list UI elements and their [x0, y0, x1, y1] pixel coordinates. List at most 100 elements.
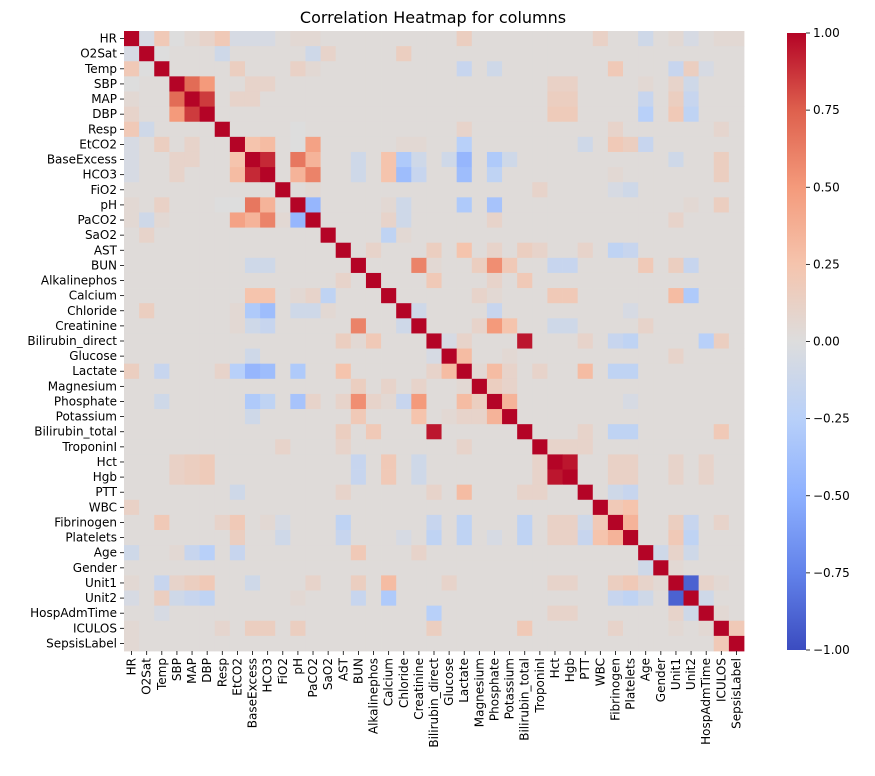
heatmap-cell-Resp-Alkalinephos: [365, 121, 382, 138]
heatmap-cell-SaO2-pH: [290, 227, 306, 244]
heatmap-cell-HR-FiO2: [275, 31, 291, 47]
heatmap-cell-EtCO2-PTT: [577, 136, 594, 153]
heatmap-cell-Chloride-Unit1: [668, 303, 684, 319]
heatmap-cell-PaCO2-Unit2: [683, 212, 700, 228]
heatmap-cell-WBC-Chloride: [396, 499, 412, 516]
heatmap-cell-WBC-Gender: [653, 499, 669, 516]
heatmap-cell-EtCO2-Potassium: [502, 136, 518, 153]
heatmap-cell-PaCO2-Fibrinogen: [607, 212, 624, 228]
heatmap-cell-Bilirubin_total-Creatinine: [411, 424, 427, 440]
heatmap-cell-HospAdmTime-SaO2: [320, 605, 337, 622]
heatmap-cell-SepsisLabel-SepsisLabel: [728, 635, 745, 652]
heatmap-cell-DBP-Phosphate: [486, 106, 503, 123]
heatmap-cell-Temp-Glucose: [441, 61, 458, 77]
x-tick-label-Hgb: Hgb: [563, 658, 577, 682]
heatmap-cell-AST-BUN: [350, 242, 367, 259]
x-tick-label-BaseExcess: BaseExcess: [246, 658, 260, 728]
heatmap-cell-Age-Platelets: [623, 545, 639, 561]
heatmap-cell-Gender-Hgb: [562, 560, 579, 576]
heatmap-cell-Lactate-AST: [335, 363, 352, 380]
heatmap-cell-Chloride-PaCO2: [305, 303, 321, 319]
heatmap-cell-HCO3-Bilirubin_total: [517, 167, 533, 183]
heatmap-cell-DBP-Bilirubin_direct: [426, 106, 442, 123]
heatmap-cell-TroponinI-SepsisLabel: [728, 439, 745, 455]
heatmap-cell-HR-Creatinine: [411, 31, 427, 47]
heatmap-cell-TroponinI-SBP: [169, 439, 185, 455]
heatmap-cell-PaCO2-Temp: [154, 212, 170, 228]
heatmap-cell-BUN-Temp: [154, 257, 170, 274]
heatmap-cell-BaseExcess-Chloride: [396, 151, 412, 168]
heatmap-cell-Bilirubin_total-SBP: [169, 424, 185, 440]
heatmap-cell-WBC-Alkalinephos: [365, 499, 382, 516]
heatmap-cell-HR-Unit2: [683, 31, 700, 47]
heatmap-cell-O2Sat-Glucose: [441, 46, 458, 62]
heatmap-cell-HospAdmTime-TroponinI: [532, 605, 548, 622]
heatmap-cell-HR-Chloride: [396, 31, 412, 47]
heatmap-cell-TroponinI-Phosphate: [486, 439, 503, 455]
heatmap-cell-Gender-BUN: [350, 560, 367, 576]
heatmap-cell-pH-Resp: [214, 197, 231, 213]
heatmap-cell-pH-Gender: [653, 197, 669, 213]
y-tick-label-Creatinine: Creatinine: [55, 319, 117, 333]
heatmap-cell-Resp-Hct: [547, 121, 563, 138]
heatmap-cell-Age-O2Sat: [139, 545, 155, 561]
heatmap-cell-Age-SepsisLabel: [728, 545, 745, 561]
heatmap-cell-WBC-Magnesium: [471, 499, 488, 516]
heatmap-cell-Fibrinogen-Platelets: [623, 514, 639, 531]
heatmap-cell-Lactate-FiO2: [275, 363, 291, 380]
heatmap-cell-Age-EtCO2: [229, 545, 246, 561]
heatmap-cell-pH-Unit1: [668, 197, 684, 213]
heatmap-cell-PTT-Magnesium: [471, 484, 488, 501]
heatmap-cell-FiO2-Unit2: [683, 182, 700, 198]
heatmap-cell-pH-HospAdmTime: [698, 197, 715, 213]
heatmap-cell-Bilirubin_total-BUN: [350, 424, 367, 440]
heatmap-cell-SepsisLabel-Lactate: [456, 635, 473, 652]
x-tick-label-ICULOS: ICULOS: [714, 658, 728, 702]
heatmap-cell-AST-DBP: [199, 242, 216, 259]
heatmap-cell-HospAdmTime-HCO3: [260, 605, 276, 622]
heatmap-cell-Chloride-HCO3: [260, 303, 276, 319]
heatmap-cell-Glucose-Hct: [547, 348, 563, 365]
heatmap-cell-Phosphate-Creatinine: [411, 393, 427, 410]
heatmap-cell-Creatinine-Potassium: [502, 318, 518, 334]
heatmap-cell-PaCO2-HCO3: [260, 212, 276, 228]
heatmap-cell-FiO2-Potassium: [502, 182, 518, 198]
heatmap-cell-HR-Platelets: [623, 31, 639, 47]
heatmap-cell-Resp-FiO2: [275, 121, 291, 138]
heatmap-cell-WBC-Bilirubin_direct: [426, 499, 442, 516]
heatmap-cell-Bilirubin_total-Phosphate: [486, 424, 503, 440]
heatmap-cell-EtCO2-Resp: [214, 136, 231, 153]
heatmap-cell-TroponinI-O2Sat: [139, 439, 155, 455]
heatmap-cell-FiO2-Phosphate: [486, 182, 503, 198]
heatmap-cell-Lactate-Calcium: [381, 363, 397, 380]
heatmap-cell-HR-Hgb: [562, 31, 579, 47]
heatmap-cell-Lactate-Phosphate: [486, 363, 503, 380]
heatmap-cell-Magnesium-PaCO2: [305, 378, 321, 395]
heatmap-cell-SaO2-Unit1: [668, 227, 684, 244]
heatmap-cell-HCO3-Platelets: [623, 167, 639, 183]
heatmap-cell-Hct-ICULOS: [713, 454, 730, 470]
heatmap-cell-Lactate-Age: [638, 363, 654, 380]
heatmap-cell-Phosphate-MAP: [184, 393, 201, 410]
heatmap-cell-HospAdmTime-BUN: [350, 605, 367, 622]
heatmap-cell-O2Sat-Creatinine: [411, 46, 427, 62]
heatmap-cell-pH-Temp: [154, 197, 170, 213]
heatmap-cell-WBC-pH: [290, 499, 306, 516]
heatmap-cell-SaO2-Gender: [653, 227, 669, 244]
heatmap-cell-MAP-FiO2: [275, 91, 291, 108]
y-tick-label-Phosphate: Phosphate: [54, 394, 117, 408]
heatmap-cell-SepsisLabel-PTT: [577, 635, 594, 652]
heatmap-cell-BUN-MAP: [184, 257, 201, 274]
x-axis-ticks: HR O2Sat Temp SBP MAP DBP Resp EtCO2 BaseExcess H…: [125, 651, 743, 748]
heatmap-cell-Phosphate-SaO2: [320, 393, 337, 410]
heatmap-cell-Hgb-TroponinI: [532, 469, 548, 486]
heatmap-cell-SBP-Gender: [653, 76, 669, 92]
heatmap-cell-TroponinI-Bilirubin_direct: [426, 439, 442, 455]
heatmap-cell-Creatinine-PTT: [577, 318, 594, 334]
heatmap-cell-O2Sat-Bilirubin_total: [517, 46, 533, 62]
heatmap-cell-PTT-TroponinI: [532, 484, 548, 501]
heatmap-cell-ICULOS-Unit2: [683, 620, 700, 637]
heatmap-cell-Magnesium-AST: [335, 378, 352, 395]
heatmap-cell-SaO2-Temp: [154, 227, 170, 244]
heatmap-cell-HospAdmTime-O2Sat: [139, 605, 155, 622]
